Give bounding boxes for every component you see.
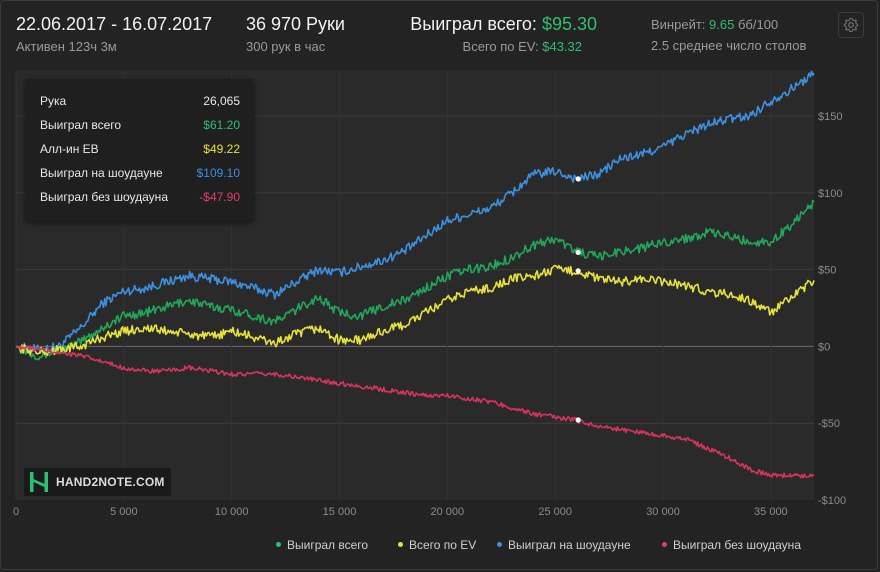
y-tick-label: $0 bbox=[818, 341, 830, 353]
tooltip-value: -$47.90 bbox=[199, 190, 240, 204]
settings-button[interactable] bbox=[838, 12, 864, 38]
legend-dot bbox=[276, 542, 281, 548]
chart-series bbox=[15, 70, 815, 479]
y-tick-label: $50 bbox=[818, 265, 836, 277]
x-tick-label: 10 000 bbox=[215, 506, 249, 518]
legend-dot bbox=[662, 542, 667, 548]
series-line bbox=[15, 70, 815, 354]
winrate-label: Винрейт: bbox=[651, 17, 706, 32]
legend-dot bbox=[497, 542, 502, 548]
won-total-value: $95.30 bbox=[541, 14, 597, 34]
hover-point bbox=[575, 249, 581, 256]
x-tick-label: 30 000 bbox=[646, 506, 680, 518]
gear-icon bbox=[843, 17, 859, 33]
x-tick-label: 5 000 bbox=[110, 506, 138, 518]
legend-dot bbox=[398, 542, 403, 548]
tooltip-row-hand: Рука 26,065 bbox=[40, 94, 240, 114]
hands-count: 36 970 Руки bbox=[246, 14, 345, 34]
hover-point bbox=[575, 417, 581, 423]
winrate: Винрейт: 9.65 бб/100 bbox=[651, 17, 778, 32]
legend-item-won-total[interactable]: Выиграл всего bbox=[276, 538, 368, 552]
x-axis-ticks: 0 5 000 10 000 15 000 20 000 25 000 30 000 35 0… bbox=[13, 506, 788, 518]
date-range: 22.06.2017 - 16.07.2017 bbox=[16, 14, 213, 34]
series-line bbox=[15, 199, 815, 361]
legend-item-showdown[interactable]: Выиграл на шоудауне bbox=[497, 538, 631, 552]
x-tick-label: 0 bbox=[13, 506, 19, 518]
logo-text: HAND2NOTE.COM bbox=[56, 475, 165, 489]
winrate-unit: бб/100 bbox=[737, 17, 779, 32]
legend-label: Всего по EV bbox=[409, 538, 477, 552]
active-time: Активен 123ч 3м bbox=[16, 39, 117, 54]
ev-total: Всего по EV: $43.32 bbox=[463, 39, 582, 54]
tooltip-value: $49.22 bbox=[203, 142, 240, 156]
avg-tables: 2.5 среднее число столов bbox=[651, 38, 807, 53]
stats-header: 22.06.2017 - 16.07.2017 Активен 123ч 3м … bbox=[0, 0, 880, 64]
tooltip-value: $109.10 bbox=[196, 166, 240, 180]
h2n-logo-icon bbox=[30, 472, 48, 492]
legend-item-non-showdown[interactable]: Выиграл без шоудауна bbox=[662, 538, 801, 552]
won-total: Выиграл всего: $95.30 bbox=[410, 14, 597, 35]
tooltip-label: Выиграл на шоудауне bbox=[40, 166, 163, 180]
tooltip-label: Алл-ин ЕВ bbox=[40, 142, 99, 156]
hands-per-hour: 300 рук в час bbox=[246, 39, 326, 54]
series-line bbox=[15, 345, 815, 479]
tooltip-label: Выиграл без шоудауна bbox=[40, 190, 168, 204]
series-line bbox=[15, 264, 815, 357]
tooltip-label: Рука bbox=[40, 94, 67, 108]
legend-label: Выиграл без шоудауна bbox=[673, 538, 801, 552]
y-tick-label: -$50 bbox=[818, 418, 840, 430]
hand2note-logo: HAND2NOTE.COM bbox=[24, 468, 171, 496]
won-total-label: Выиграл всего: bbox=[410, 14, 537, 34]
hover-point bbox=[575, 176, 581, 182]
winrate-value: 9.65 bbox=[709, 17, 735, 32]
tooltip-value: $61.20 bbox=[203, 118, 240, 132]
y-axis-ticks: $150 $100 $50 $0 -$50 -$100 bbox=[818, 111, 846, 507]
hover-markers bbox=[575, 176, 581, 423]
y-tick-label: -$100 bbox=[818, 495, 846, 507]
x-tick-label: 35 000 bbox=[754, 506, 788, 518]
x-tick-label: 15 000 bbox=[323, 506, 357, 518]
hover-point bbox=[575, 268, 581, 274]
legend-item-ev[interactable]: Всего по EV bbox=[398, 538, 476, 552]
tooltip-row-won-total: Выиграл всего $61.20 bbox=[40, 118, 240, 138]
chart-grid bbox=[15, 70, 814, 500]
tooltip-row-allin-ev: Алл-ин ЕВ $49.22 bbox=[40, 142, 240, 162]
tooltip-label: Выиграл всего bbox=[40, 118, 122, 132]
y-tick-label: $100 bbox=[818, 188, 842, 200]
x-tick-label: 25 000 bbox=[538, 506, 572, 518]
tooltip-value: 26,065 bbox=[203, 94, 240, 108]
hover-tooltip: Рука 26,065 Выиграл всего $61.20 Алл-ин … bbox=[25, 79, 254, 221]
x-tick-label: 20 000 bbox=[431, 506, 465, 518]
legend-label: Выиграл на шоудауне bbox=[508, 538, 631, 552]
legend-label: Выиграл всего bbox=[287, 538, 369, 552]
tooltip-row-non-showdown: Выиграл без шоудауна -$47.90 bbox=[40, 190, 240, 210]
ev-total-value: $43.32 bbox=[542, 39, 582, 54]
chart-legend: Выиграл всего Всего по EV Выиграл на шоу… bbox=[0, 538, 880, 554]
tooltip-row-showdown: Выиграл на шоудауне $109.10 bbox=[40, 166, 240, 186]
y-tick-label: $150 bbox=[818, 111, 842, 123]
ev-total-label: Всего по EV: bbox=[462, 39, 539, 54]
